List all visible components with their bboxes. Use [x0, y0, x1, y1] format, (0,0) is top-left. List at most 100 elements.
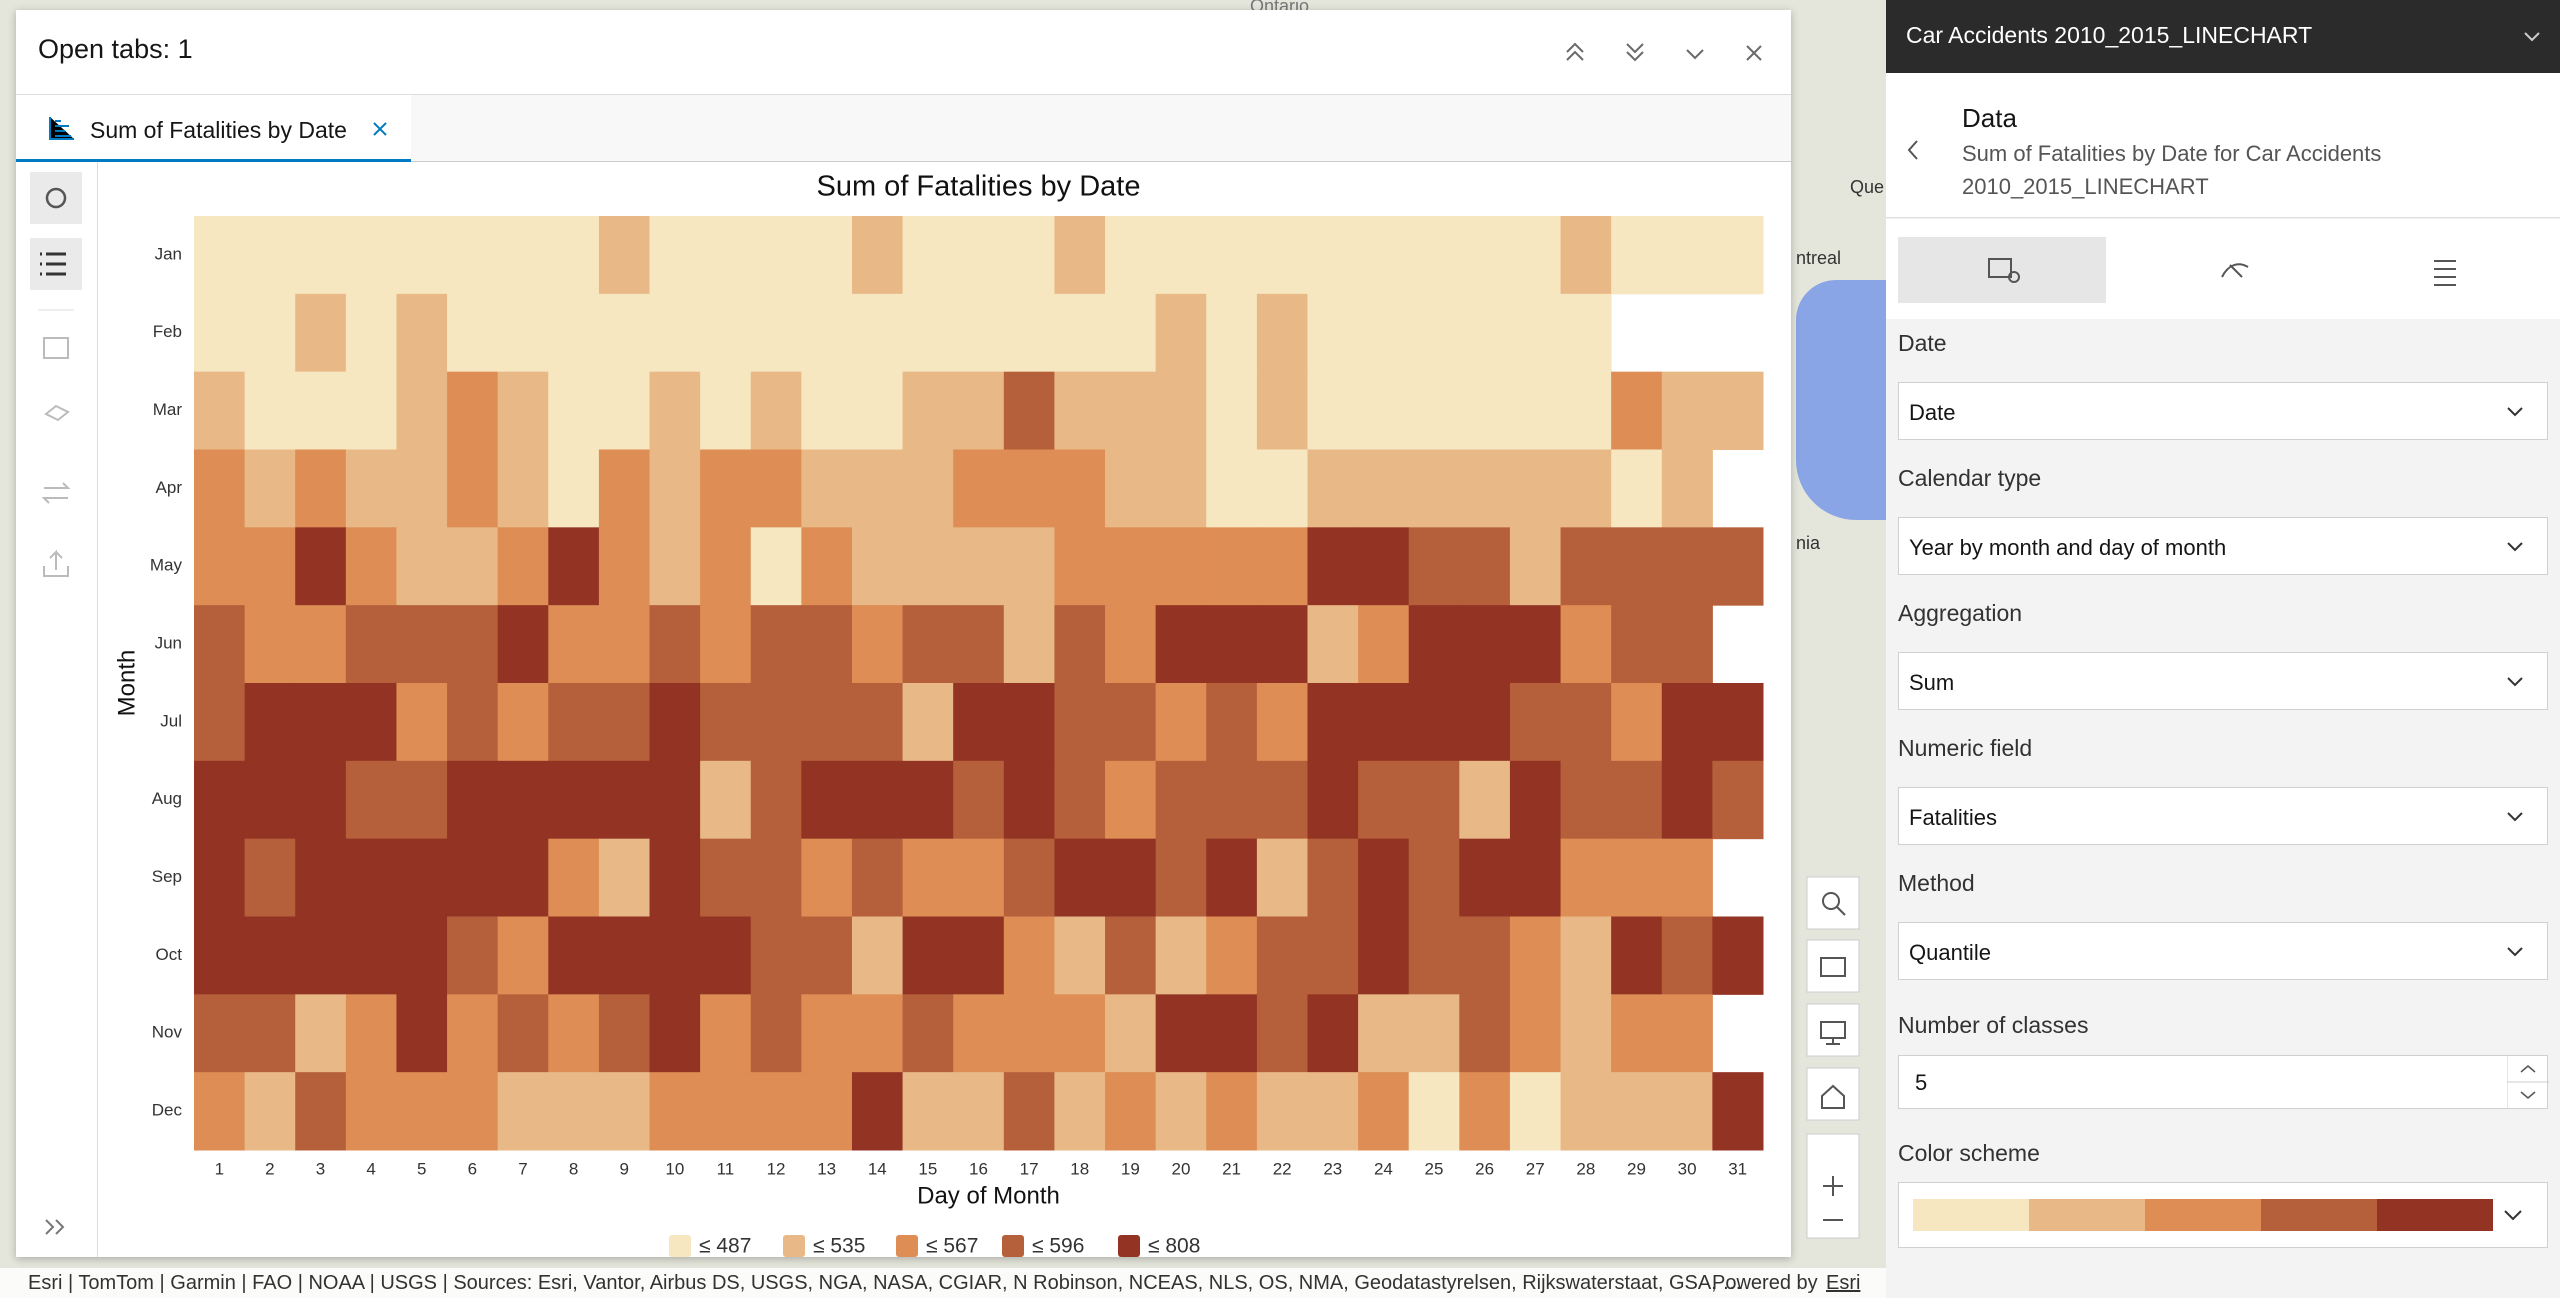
heat-cell — [902, 994, 954, 1073]
heat-cell — [598, 994, 651, 1073]
x-tick-label: 8 — [569, 1159, 578, 1178]
heat-cell — [345, 760, 397, 840]
x-tick-label: 12 — [767, 1159, 786, 1178]
heat-cell — [1611, 449, 1663, 528]
heat-cell — [396, 293, 448, 373]
heat-cell — [1307, 916, 1359, 995]
tab-close[interactable] — [372, 121, 388, 137]
heat-cell — [295, 527, 347, 606]
heat-cell — [1054, 916, 1106, 995]
map-controls[interactable] — [1806, 876, 1862, 1260]
heat-cell — [497, 994, 549, 1073]
section-description: Sum of Fatalities by Date for Car Accide… — [1962, 141, 2382, 199]
select[interactable]: Date — [1898, 382, 2548, 440]
heat-cell — [1509, 605, 1562, 684]
heat-cell — [750, 293, 802, 373]
tab-label[interactable]: Sum of Fatalities by Date — [90, 117, 347, 143]
heat-cell — [649, 527, 701, 606]
panel-tab-icons[interactable] — [1886, 219, 2560, 319]
heat-cell — [244, 683, 296, 762]
heat-cell — [851, 371, 904, 450]
heat-cell — [1256, 994, 1308, 1073]
heat-cell — [1661, 838, 1713, 917]
scheme-swatch — [2377, 1199, 2493, 1231]
header-chevron[interactable] — [2522, 30, 2542, 44]
color-scheme-select[interactable] — [1898, 1182, 2548, 1248]
classes-input[interactable]: 5 — [1898, 1055, 2549, 1109]
heat-cell — [1509, 449, 1562, 528]
spinner[interactable] — [2507, 1056, 2549, 1108]
heat-cell — [1155, 838, 1207, 917]
heat-cell — [1560, 760, 1612, 840]
y-tick-label: Feb — [153, 322, 182, 341]
x-tick-label: 31 — [1728, 1159, 1747, 1178]
heat-cell — [1408, 1072, 1460, 1151]
heat-cell — [1105, 371, 1157, 450]
heat-cell — [1307, 994, 1359, 1073]
chevron — [2507, 947, 2523, 957]
heat-cell — [598, 916, 651, 995]
heat-cell — [548, 216, 600, 295]
heat-cell — [1560, 683, 1612, 762]
heat-cell — [447, 994, 499, 1073]
select-value: Fatalities — [1909, 805, 1998, 830]
heat-cell — [1560, 916, 1612, 995]
select[interactable]: Year by month and day of month — [1898, 517, 2548, 575]
heat-cell — [801, 916, 853, 995]
heat-cell — [1003, 605, 1055, 684]
heat-cell — [1358, 293, 1410, 373]
heat-cell — [1155, 605, 1207, 684]
heat-cell — [1307, 1072, 1359, 1151]
heat-cell — [396, 994, 448, 1073]
select-value: Quantile — [1909, 940, 1991, 965]
heat-cell — [750, 216, 802, 295]
back-button[interactable] — [1906, 139, 1920, 161]
x-tick-label: 23 — [1323, 1159, 1342, 1178]
heat-cell — [1358, 1072, 1410, 1151]
tab[interactable]: Sum of Fatalities by Date — [16, 95, 411, 162]
heat-cell — [851, 1072, 904, 1151]
heat-cell — [447, 371, 499, 450]
heat-cell — [953, 1072, 1005, 1151]
heat-cell — [1105, 449, 1157, 528]
heat-cell — [1003, 994, 1055, 1073]
heat-cell — [447, 527, 499, 606]
esri-link[interactable]: Esri — [1826, 1272, 1861, 1294]
heat-cell — [194, 916, 246, 995]
heat-cell — [801, 683, 853, 762]
heat-cell — [497, 216, 549, 295]
heat-cell — [1661, 916, 1713, 995]
select[interactable]: Quantile — [1898, 922, 2548, 980]
heat-cell — [1155, 216, 1207, 295]
heat-cell — [345, 994, 397, 1073]
heat-cell — [902, 527, 954, 606]
select[interactable]: Sum — [1898, 652, 2548, 710]
toolbar-icons[interactable] — [16, 162, 98, 1257]
heat-cell — [700, 1072, 752, 1151]
heat-cell — [1105, 760, 1157, 840]
chevron — [2507, 542, 2523, 552]
window-buttons[interactable] — [1561, 40, 1781, 70]
legend-swatch — [896, 1235, 918, 1257]
heat-cell — [244, 760, 296, 840]
y-tick-label: Nov — [152, 1023, 183, 1042]
x-tick-label: 14 — [868, 1159, 887, 1178]
heat-cell — [548, 449, 600, 528]
heat-cell — [953, 760, 1005, 840]
heat-cell — [1155, 527, 1207, 606]
heat-cell — [497, 683, 549, 762]
heat-cell — [1459, 216, 1511, 295]
panel-tab-active[interactable] — [1898, 237, 2106, 303]
field-label: Aggregation — [1898, 600, 2023, 626]
heat-cell — [1105, 994, 1157, 1073]
heat-cell — [1358, 449, 1410, 528]
chart-title: Sum of Fatalities by Date — [817, 171, 1141, 203]
heat-cell — [295, 916, 347, 995]
y-tick-label: Jan — [155, 244, 182, 263]
heat-cell — [851, 994, 904, 1073]
heat-cell — [345, 293, 397, 373]
heat-cell — [1206, 916, 1258, 995]
heat-cell — [700, 371, 752, 450]
select[interactable]: Fatalities — [1898, 787, 2548, 845]
heat-cell — [851, 838, 904, 917]
